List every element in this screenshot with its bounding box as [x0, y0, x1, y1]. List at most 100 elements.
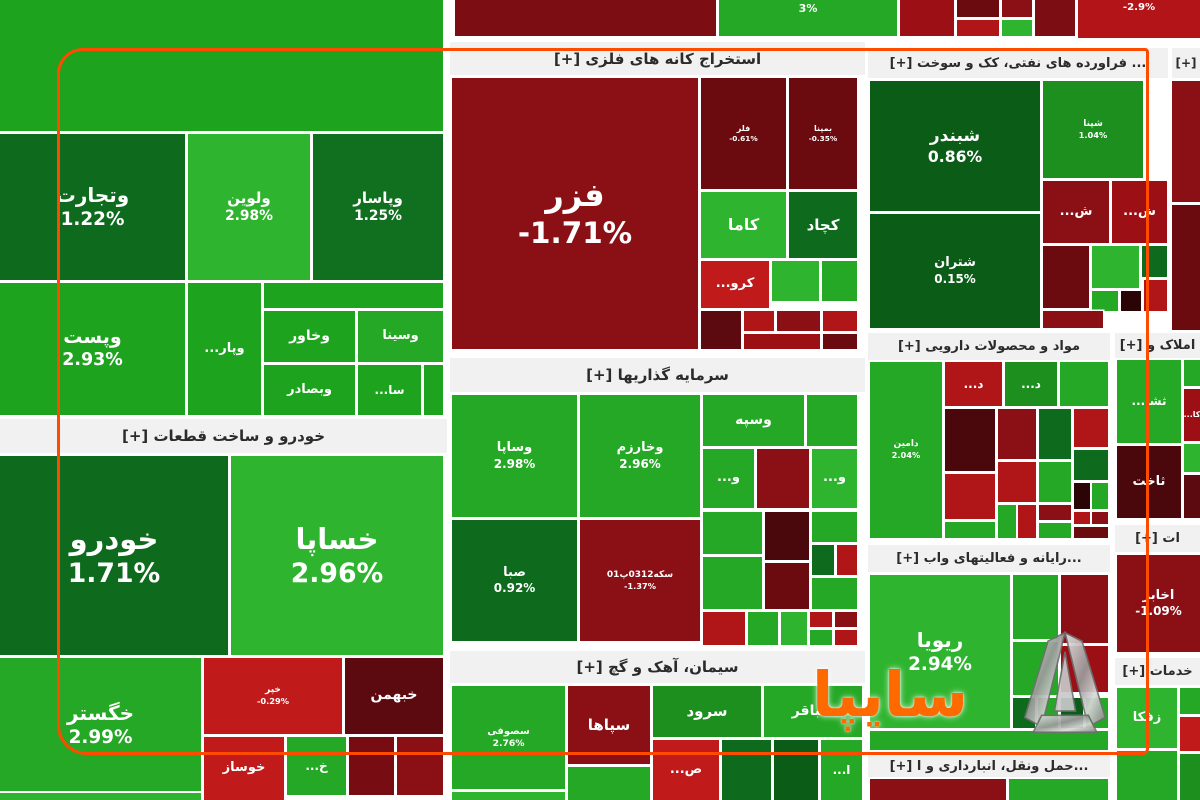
- tile-unlabeled[interactable]: [424, 365, 443, 415]
- tile-د...[interactable]: د...: [1005, 362, 1057, 406]
- tile-unlabeled[interactable]: [1002, 20, 1032, 36]
- tile-unlabeled[interactable]: [777, 311, 820, 331]
- section-header-oil-products[interactable]: ... فراورده های نفتی، کک و سوخت [+]: [868, 48, 1168, 78]
- tile-unlabeled[interactable]: [812, 578, 857, 609]
- tile-unlabeled[interactable]: [998, 505, 1016, 538]
- tile-unlabeled[interactable]: [1180, 688, 1200, 714]
- tile-unlabeled[interactable]: [822, 261, 857, 301]
- tile-unlabeled[interactable]: [1180, 717, 1200, 751]
- tile-unlabeled[interactable]: [1074, 483, 1090, 509]
- tile-کرو...[interactable]: کرو...: [701, 261, 769, 308]
- tile-unlabeled[interactable]: [1009, 779, 1108, 800]
- tile-ثشا...[interactable]: ثشا...: [1117, 360, 1181, 443]
- tile-ا...[interactable]: ا...: [821, 740, 862, 800]
- tile-وخارزم[interactable]: وخارزم 2.96%: [580, 395, 700, 517]
- tile-unlabeled[interactable]: [452, 792, 565, 800]
- tile-unlabeled[interactable]: [1043, 311, 1103, 328]
- tile-وسینا[interactable]: وسینا: [358, 311, 443, 362]
- tile-unlabeled[interactable]: [1172, 205, 1200, 330]
- tile-unlabeled[interactable]: [765, 512, 809, 560]
- tile-unlabeled[interactable]: [264, 283, 443, 308]
- tile-unlabeled[interactable]: [722, 740, 771, 800]
- tile-3%[interactable]: 3%: [719, 0, 897, 36]
- tile-سباقر[interactable]: سباقر: [764, 686, 862, 737]
- tile-سا...[interactable]: سا...: [358, 365, 421, 415]
- tile-unlabeled[interactable]: [1039, 409, 1071, 459]
- tile-خپر[interactable]: خپر -0.29%: [204, 658, 342, 734]
- tile-unlabeled[interactable]: [1184, 444, 1200, 472]
- tile-ش...[interactable]: ش...: [1112, 181, 1167, 243]
- tile-unlabeled[interactable]: [701, 311, 741, 349]
- tile-سصوفی[interactable]: سصوفی 2.76%: [452, 686, 565, 789]
- tile-unlabeled[interactable]: [0, 793, 201, 800]
- tile-unlabeled[interactable]: [870, 779, 1006, 800]
- tile-خودرو[interactable]: خودرو 1.71%: [0, 456, 228, 655]
- tile-کا...[interactable]: کا...: [1184, 389, 1200, 441]
- tile-کاما[interactable]: کاما: [701, 192, 786, 258]
- tile-unlabeled[interactable]: [703, 512, 762, 554]
- tile-unlabeled[interactable]: [1074, 527, 1108, 538]
- section-header-it-web[interactable]: ...رایانه و فعالیتهای واب [+]: [868, 545, 1110, 572]
- tile--2.9%[interactable]: -2.9%: [1078, 0, 1200, 38]
- tile-unlabeled[interactable]: [957, 0, 999, 17]
- tile-unlabeled[interactable]: [837, 545, 857, 575]
- tile-unlabeled[interactable]: [945, 409, 995, 471]
- tile-unlabeled[interactable]: [1061, 575, 1108, 643]
- tile-unlabeled[interactable]: [1180, 754, 1200, 800]
- tile-unlabeled[interactable]: [1039, 523, 1071, 538]
- tile-خگستر[interactable]: خگستر 2.99%: [0, 658, 201, 791]
- tile-unlabeled[interactable]: [757, 449, 809, 508]
- tile-وساپا[interactable]: وساپا 2.98%: [452, 395, 577, 517]
- tile-unlabeled[interactable]: [1092, 291, 1118, 311]
- tile-unlabeled[interactable]: [810, 612, 832, 627]
- tile-و...[interactable]: و...: [703, 449, 754, 508]
- tile-unlabeled[interactable]: [772, 261, 819, 301]
- tile-unlabeled[interactable]: [0, 0, 443, 131]
- tile-unlabeled[interactable]: [900, 0, 954, 36]
- tile-وپاسار[interactable]: وپاسار 1.25%: [313, 134, 443, 280]
- tile-کچاد[interactable]: کچاد: [789, 192, 857, 258]
- tile-شبندر[interactable]: شبندر 0.86%: [870, 81, 1040, 211]
- section-header-real-estate[interactable]: املاک و [+]: [1115, 333, 1200, 358]
- section-header-telecom[interactable]: ات [+]: [1115, 525, 1200, 552]
- tile-unlabeled[interactable]: [774, 740, 818, 800]
- tile-خ...[interactable]: خ...: [287, 737, 346, 795]
- tile-unlabeled[interactable]: [349, 737, 394, 795]
- section-header-investments[interactable]: سرمایه گذاریها [+]: [450, 358, 865, 392]
- tile-unlabeled[interactable]: [807, 395, 857, 446]
- tile-سرود[interactable]: سرود: [653, 686, 761, 737]
- section-header-pharma[interactable]: مواد و محصولات دارویی [+]: [868, 333, 1110, 360]
- tile-ولوین[interactable]: ولوین 2.98%: [188, 134, 310, 280]
- tile-unlabeled[interactable]: [744, 311, 774, 331]
- tile-خوساز[interactable]: خوساز: [204, 737, 284, 800]
- tile-unlabeled[interactable]: [835, 630, 857, 645]
- section-header-services[interactable]: خدمات [+]: [1115, 658, 1200, 685]
- tile-unlabeled[interactable]: [455, 0, 716, 36]
- tile-شپنا[interactable]: شپنا 1.04%: [1043, 81, 1143, 178]
- tile-unlabeled[interactable]: [810, 630, 832, 645]
- tile-unlabeled[interactable]: [812, 545, 834, 575]
- tile-unlabeled[interactable]: [1074, 409, 1108, 447]
- tile-unlabeled[interactable]: [1060, 362, 1108, 406]
- tile-unlabeled[interactable]: [1092, 246, 1139, 288]
- tile-unlabeled[interactable]: [945, 522, 995, 538]
- tile-وپار...[interactable]: وپار...: [188, 283, 261, 415]
- tile-unlabeled[interactable]: [1184, 475, 1200, 518]
- tile-unlabeled[interactable]: [957, 20, 999, 36]
- tile-unlabeled[interactable]: [703, 557, 762, 609]
- tile-وخاور[interactable]: وخاور: [264, 311, 355, 362]
- tile-unlabeled[interactable]: [1117, 751, 1177, 800]
- tile-unlabeled[interactable]: [1043, 246, 1089, 308]
- tile-سپاها[interactable]: سپاها: [568, 686, 650, 764]
- section-header-transport[interactable]: ...حمل ونقل، انبارداری و ا [+]: [868, 755, 1110, 777]
- tile-unlabeled[interactable]: [823, 311, 857, 331]
- tile-unlabeled[interactable]: [1018, 505, 1036, 538]
- tile-صبا[interactable]: صبا 0.92%: [452, 520, 577, 641]
- tile-unlabeled[interactable]: [748, 612, 778, 645]
- tile-unlabeled[interactable]: [1035, 0, 1075, 36]
- tile-unlabeled[interactable]: [1039, 462, 1071, 502]
- tile-unlabeled[interactable]: [823, 334, 857, 349]
- section-header-cement[interactable]: سیمان، آهک و گچ [+]: [450, 651, 865, 683]
- tile-unlabeled[interactable]: [744, 334, 820, 349]
- tile-unlabeled[interactable]: [397, 737, 443, 795]
